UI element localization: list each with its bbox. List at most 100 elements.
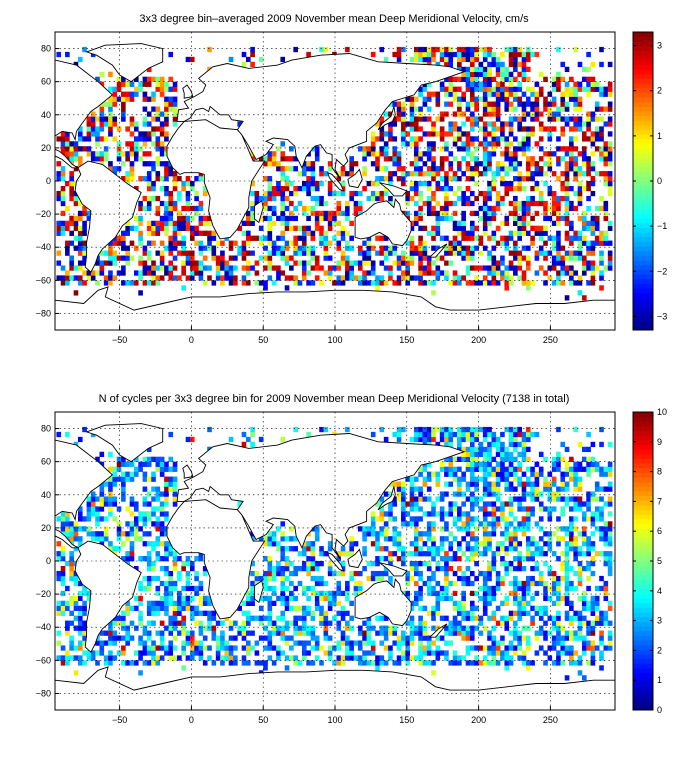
heatmap-cell xyxy=(159,556,165,562)
heatmap-cell xyxy=(418,585,423,592)
heatmap-cell xyxy=(396,116,402,122)
heatmap-cell xyxy=(375,161,380,167)
heatmap-cell xyxy=(142,516,148,522)
heatmap-cell xyxy=(547,595,553,602)
heatmap-cell xyxy=(383,570,389,577)
heatmap-cell xyxy=(465,511,471,517)
heatmap-cell xyxy=(241,240,247,246)
heatmap-cell xyxy=(517,501,522,507)
heatmap-cell xyxy=(457,250,462,256)
heatmap-cell xyxy=(530,86,535,92)
heatmap-cell xyxy=(357,265,363,271)
heatmap-cell xyxy=(121,81,126,87)
heatmap-cell xyxy=(181,605,186,611)
heatmap-cell xyxy=(603,181,609,187)
heatmap-cell xyxy=(401,101,406,107)
heatmap-cell xyxy=(168,96,174,102)
heatmap-cell xyxy=(168,580,174,587)
heatmap-cell xyxy=(573,190,578,197)
heatmap-cell xyxy=(418,625,423,631)
heatmap-cell xyxy=(482,456,488,462)
heatmap-cell xyxy=(164,541,169,547)
heatmap-cell xyxy=(103,121,109,127)
heatmap-cell xyxy=(151,546,156,552)
heatmap-cell xyxy=(517,185,522,192)
heatmap-cell xyxy=(129,605,135,611)
heatmap-cell xyxy=(82,660,87,666)
heatmap-cell xyxy=(431,156,436,162)
heatmap-cell xyxy=(129,171,135,177)
heatmap-cell xyxy=(547,491,553,497)
heatmap-cell xyxy=(263,195,268,202)
heatmap-cell xyxy=(478,46,484,53)
heatmap-cell xyxy=(73,141,79,147)
heatmap-cell xyxy=(159,220,165,226)
heatmap-cell xyxy=(547,615,553,621)
heatmap-cell xyxy=(439,466,445,472)
heatmap-cell xyxy=(569,156,574,162)
heatmap-cell xyxy=(142,630,148,636)
heatmap-cell xyxy=(564,295,570,301)
heatmap-cell xyxy=(465,136,471,142)
heatmap-cell xyxy=(513,595,518,602)
heatmap-cell xyxy=(73,156,79,162)
heatmap-cell xyxy=(383,615,389,621)
heatmap-cell xyxy=(465,660,471,666)
heatmap-cell xyxy=(233,660,238,666)
heatmap-cell xyxy=(569,516,574,522)
heatmap-cell xyxy=(500,255,505,261)
heatmap-cell xyxy=(577,441,583,448)
heatmap-cell xyxy=(60,556,66,562)
heatmap-cell xyxy=(172,635,178,641)
heatmap-cell xyxy=(409,56,415,63)
heatmap-cell xyxy=(241,61,247,68)
heatmap-cell xyxy=(513,270,518,276)
heatmap-cell xyxy=(469,280,475,286)
heatmap-cell xyxy=(426,81,432,87)
heatmap-cell xyxy=(439,185,445,192)
heatmap-cell xyxy=(504,536,510,542)
heatmap-cell xyxy=(370,645,376,651)
heatmap-cell xyxy=(482,190,488,197)
heatmap-cell xyxy=(284,556,290,562)
heatmap-cell xyxy=(263,285,268,291)
heatmap-cell xyxy=(319,580,324,587)
heatmap-cell xyxy=(129,166,135,172)
heatmap-cell xyxy=(487,595,492,602)
heatmap-cell xyxy=(375,561,380,567)
heatmap-cell xyxy=(478,476,484,482)
heatmap-cell xyxy=(267,265,273,271)
heatmap-cell xyxy=(560,471,566,477)
heatmap-cell xyxy=(345,270,350,276)
heatmap-cell xyxy=(577,181,583,187)
heatmap-cell xyxy=(168,575,174,582)
heatmap-cell xyxy=(569,86,574,92)
heatmap-cell xyxy=(396,111,402,117)
heatmap-cell xyxy=(521,660,527,666)
heatmap-cell xyxy=(181,615,186,621)
heatmap-cell xyxy=(241,610,247,616)
heatmap-cell xyxy=(198,260,204,266)
heatmap-cell xyxy=(525,230,531,236)
heatmap-cell xyxy=(108,131,113,137)
heatmap-cell xyxy=(155,176,161,182)
heatmap-cell xyxy=(409,506,415,512)
heatmap-cell xyxy=(586,280,591,286)
heatmap-cell xyxy=(495,260,501,266)
heatmap-cell xyxy=(323,551,329,557)
heatmap-cell xyxy=(289,210,294,217)
heatmap-cell xyxy=(155,146,161,152)
heatmap-cell xyxy=(146,600,152,606)
heatmap-cell xyxy=(65,585,70,592)
heatmap-cell xyxy=(551,615,557,621)
heatmap-cell xyxy=(457,56,462,63)
heatmap-cell xyxy=(513,91,518,97)
heatmap-cell xyxy=(138,290,143,296)
heatmap-cell xyxy=(556,620,561,626)
heatmap-cell xyxy=(336,556,342,562)
heatmap-cell xyxy=(513,136,518,142)
heatmap-cell xyxy=(569,620,574,626)
heatmap-cell xyxy=(280,56,286,63)
heatmap-cell xyxy=(461,605,466,611)
heatmap-cell xyxy=(194,620,199,626)
